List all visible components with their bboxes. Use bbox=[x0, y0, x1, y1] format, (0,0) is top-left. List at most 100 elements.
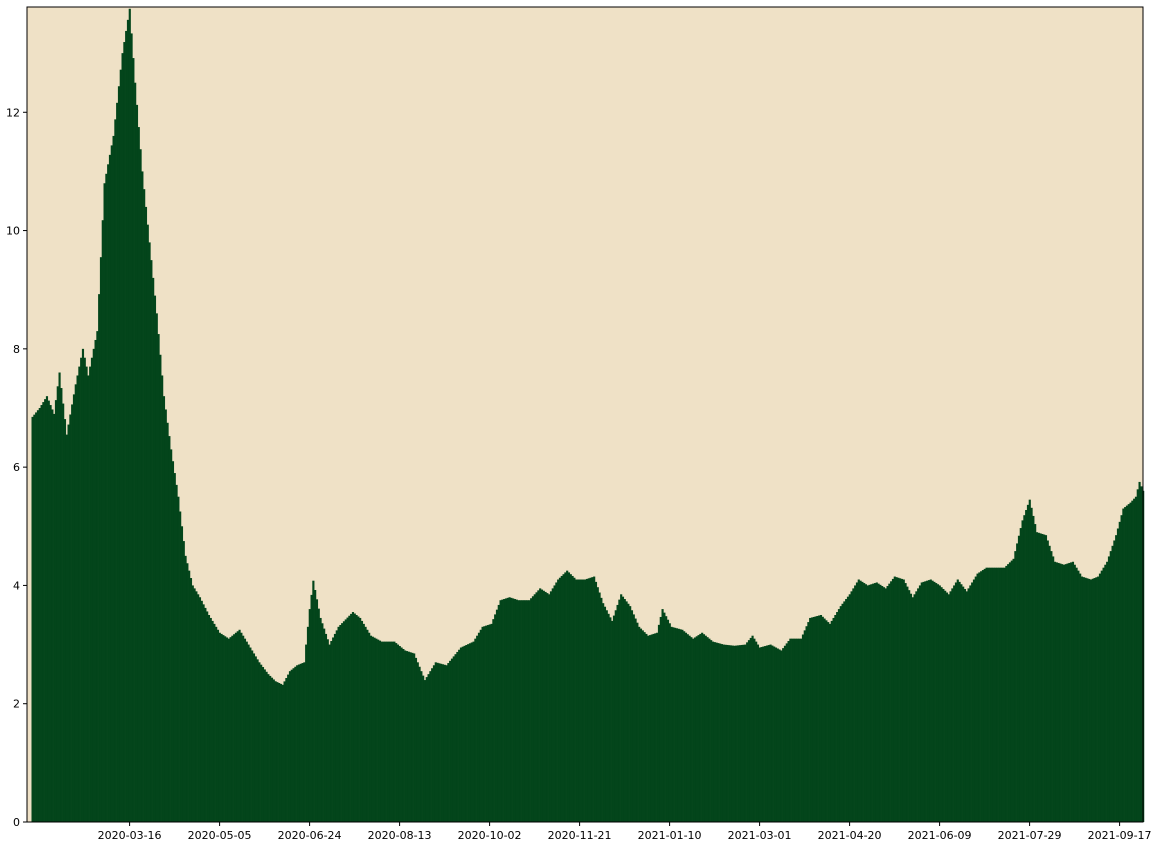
bar-series bbox=[31, 8, 1145, 823]
bar bbox=[832, 617, 835, 822]
bar bbox=[891, 578, 895, 822]
bar bbox=[954, 582, 958, 822]
bar bbox=[987, 567, 990, 822]
bar bbox=[922, 581, 925, 822]
bar bbox=[168, 436, 171, 822]
bar bbox=[254, 656, 257, 822]
bar bbox=[1115, 535, 1118, 822]
bar bbox=[522, 600, 526, 822]
bar bbox=[467, 644, 470, 822]
bar bbox=[1131, 500, 1134, 822]
bar bbox=[357, 616, 360, 822]
bar bbox=[92, 348, 95, 822]
bar bbox=[346, 617, 349, 822]
bar bbox=[823, 618, 826, 822]
bar bbox=[490, 623, 493, 822]
bar bbox=[173, 473, 176, 822]
bar bbox=[524, 600, 527, 822]
bar bbox=[917, 588, 920, 822]
bar bbox=[290, 669, 293, 822]
bar bbox=[913, 594, 916, 822]
bar bbox=[630, 610, 634, 822]
y-tick-label: 0 bbox=[13, 816, 20, 829]
bar bbox=[1021, 520, 1024, 822]
bar bbox=[110, 145, 113, 822]
bar bbox=[83, 357, 86, 822]
bar bbox=[355, 615, 358, 822]
bar bbox=[540, 589, 544, 822]
bar bbox=[602, 603, 605, 822]
bar bbox=[69, 414, 72, 822]
bar bbox=[281, 684, 284, 822]
bar bbox=[468, 643, 472, 822]
bar bbox=[418, 666, 421, 822]
bar bbox=[990, 567, 994, 822]
bar bbox=[1071, 561, 1075, 822]
bar bbox=[251, 650, 254, 822]
bar bbox=[985, 567, 988, 822]
bar bbox=[657, 624, 661, 822]
bar bbox=[36, 410, 40, 822]
bar bbox=[49, 405, 52, 822]
bar bbox=[728, 645, 731, 822]
bar bbox=[211, 620, 214, 822]
bar bbox=[850, 591, 853, 822]
bar bbox=[972, 579, 976, 822]
bar bbox=[114, 119, 117, 823]
bar bbox=[1077, 570, 1080, 822]
bar bbox=[452, 656, 455, 822]
bar bbox=[994, 567, 997, 822]
bar bbox=[807, 622, 810, 822]
bar bbox=[1010, 560, 1013, 822]
bar bbox=[341, 623, 344, 822]
bar bbox=[380, 641, 383, 822]
bar bbox=[836, 612, 839, 822]
bar bbox=[393, 641, 396, 822]
bar bbox=[521, 600, 524, 822]
bar bbox=[530, 598, 533, 822]
bar bbox=[274, 681, 277, 822]
bar bbox=[555, 582, 558, 822]
bar bbox=[362, 623, 365, 822]
bar bbox=[796, 638, 799, 822]
bar bbox=[305, 644, 308, 822]
bar bbox=[1035, 532, 1039, 822]
bar bbox=[733, 645, 736, 822]
bar bbox=[1070, 562, 1073, 822]
bar bbox=[144, 206, 148, 822]
bar bbox=[778, 649, 781, 822]
bar bbox=[607, 613, 610, 822]
bar bbox=[126, 19, 130, 823]
bar bbox=[936, 584, 940, 822]
bar bbox=[1093, 578, 1096, 822]
bar bbox=[218, 632, 221, 822]
bar bbox=[688, 635, 691, 822]
bar bbox=[323, 628, 326, 822]
bar bbox=[971, 582, 974, 822]
bar bbox=[407, 651, 410, 822]
bar bbox=[337, 626, 340, 822]
bar bbox=[123, 42, 126, 823]
bar bbox=[112, 135, 115, 822]
bar bbox=[31, 416, 34, 822]
bar bbox=[330, 641, 333, 822]
bar bbox=[593, 576, 596, 822]
bar bbox=[589, 577, 592, 822]
bar bbox=[371, 636, 374, 822]
bar bbox=[148, 242, 151, 822]
bar bbox=[170, 449, 173, 822]
bar bbox=[902, 579, 905, 822]
bar bbox=[569, 574, 572, 822]
bar bbox=[1005, 565, 1008, 822]
bar bbox=[562, 574, 565, 822]
bar bbox=[674, 627, 677, 822]
bar bbox=[612, 615, 616, 822]
bar bbox=[872, 583, 875, 822]
bar bbox=[1098, 573, 1102, 822]
bar bbox=[1052, 556, 1055, 822]
bar bbox=[425, 677, 428, 822]
bar bbox=[1082, 577, 1085, 822]
bar bbox=[600, 597, 603, 822]
bar bbox=[945, 592, 949, 822]
bar bbox=[639, 628, 643, 822]
